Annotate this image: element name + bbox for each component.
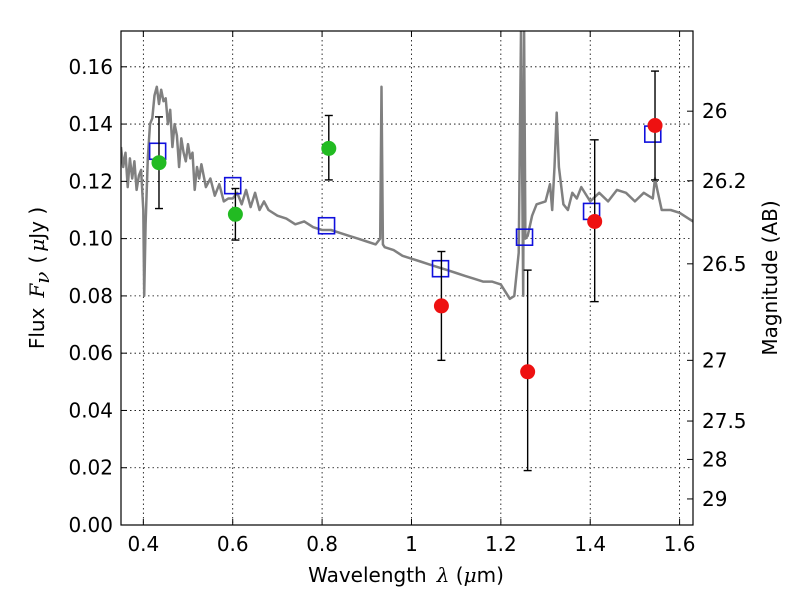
spectrum-layer — [121, 31, 693, 301]
plot-frame — [120, 30, 694, 526]
x-tick-label: 0.4 — [127, 532, 159, 556]
model-square — [515, 228, 534, 246]
y-tick-label: 0.12 — [68, 169, 113, 193]
red-data-point — [520, 364, 536, 380]
y-tick-label: 0.16 — [68, 55, 113, 79]
red-data-point — [587, 213, 603, 229]
y-tick-label: 0.10 — [68, 227, 113, 251]
mag-tick-label: 26 — [702, 99, 727, 123]
grid — [121, 31, 693, 526]
green-data-point — [151, 155, 167, 171]
red-data-point — [647, 118, 663, 134]
x-axis-label: Wavelength λ (μm) — [308, 563, 504, 587]
mag-tick-label: 26.5 — [702, 252, 747, 276]
y-tick-label: 0.06 — [68, 341, 113, 365]
x-tick-label: 1 — [405, 532, 418, 556]
y-tick-label: 0.04 — [68, 398, 113, 422]
spectrum-line — [121, 31, 693, 301]
x-tick-label: 0.6 — [217, 532, 249, 556]
y-tick-label: 0.00 — [68, 513, 113, 537]
model-square — [317, 216, 336, 235]
y-tick-label: 0.14 — [68, 112, 113, 136]
y-axis-label: FluxFν(μJy ) — [25, 207, 54, 349]
red-data-point — [433, 298, 449, 314]
green-data-point — [227, 206, 243, 222]
ticks-layer: 0.4 0.6 0.8 1 1.2 1.4 1.6 0.00 0.02 0.04 0.06 0.08 0… — [68, 31, 747, 556]
points-layer — [148, 70, 663, 472]
model-square — [431, 259, 450, 278]
model-square — [223, 176, 242, 195]
mag-tick-label: 29 — [702, 487, 727, 511]
green-data-point — [321, 140, 337, 156]
right-axis-label: Magnitude (AB) — [758, 200, 782, 355]
mag-tick-label: 28 — [702, 447, 727, 471]
mag-tick-label: 26.2 — [702, 169, 747, 193]
x-tick-label: 1.6 — [664, 532, 696, 556]
y-tick-label: 0.02 — [68, 456, 113, 480]
x-tick-label: 1.2 — [485, 532, 517, 556]
x-tick-label: 0.8 — [306, 532, 338, 556]
mag-tick-label: 27 — [702, 348, 727, 372]
x-tick-label: 1.4 — [574, 532, 606, 556]
mag-tick-label: 27.5 — [702, 409, 747, 433]
y-tick-label: 0.08 — [68, 284, 113, 308]
